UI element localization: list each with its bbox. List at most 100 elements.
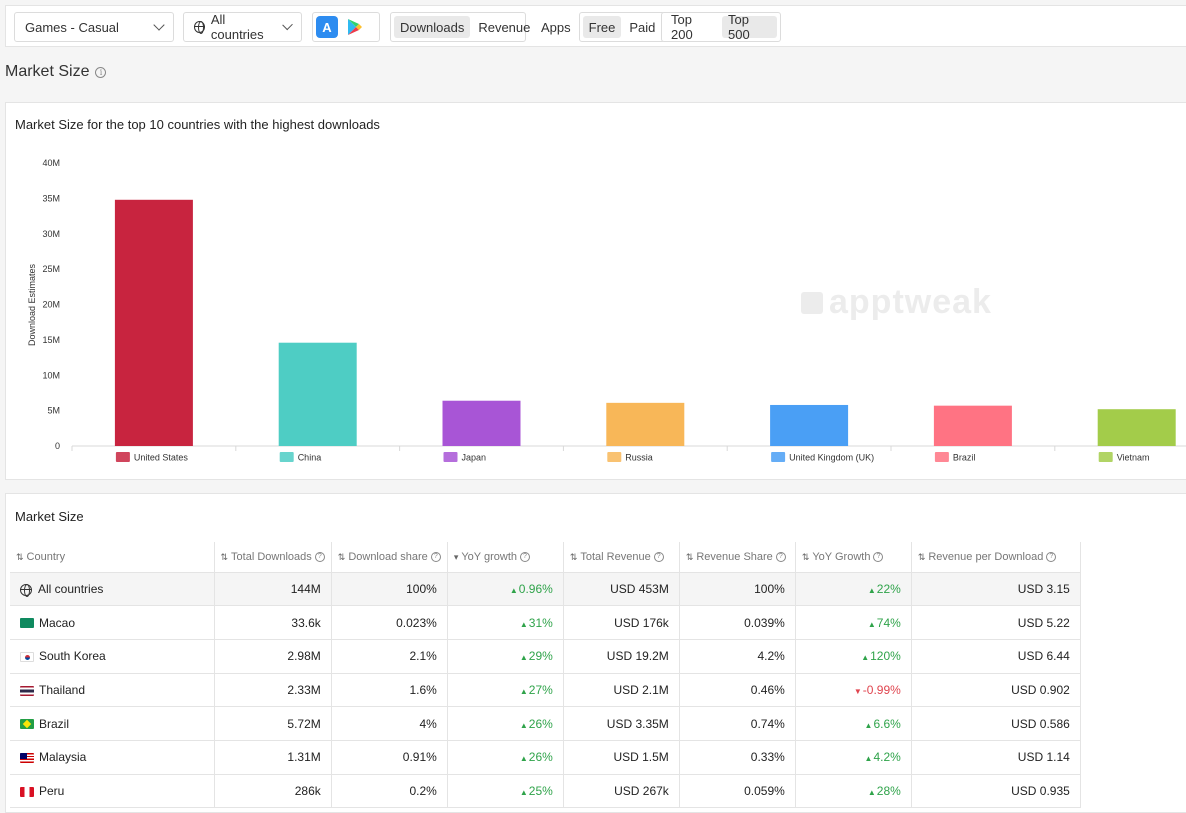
globe-icon <box>194 21 205 34</box>
flag-icon <box>20 652 34 663</box>
table-card: Market Size ⇅ Country ⇅ Total Downloads? ⇅… <box>5 493 1186 813</box>
revenue-per-download-cell: USD 6.44 <box>911 639 1081 674</box>
table-row[interactable]: Thailand 2.33M 1.6% ▲27% USD 2.1M 0.46% ▼-0.99… <box>10 673 1081 708</box>
arrow-up-icon: ▲ <box>867 787 876 797</box>
table-title: Market Size <box>15 509 84 524</box>
column-download-share[interactable]: ⇅ Download share? <box>331 542 448 573</box>
flag-icon <box>20 786 34 797</box>
revenue-share-cell: 100% <box>679 572 796 607</box>
flag-icon <box>934 452 949 462</box>
revenue-share-cell: 0.059% <box>679 774 796 809</box>
top-200-option[interactable]: Top 200 <box>671 12 693 42</box>
help-icon[interactable]: ? <box>653 551 664 562</box>
growth-value: 28% <box>876 783 901 798</box>
sort-icon: ⇅ <box>917 551 926 562</box>
paid-option[interactable]: Paid <box>629 19 656 35</box>
country-cell: South Korea <box>10 639 215 674</box>
table-row[interactable]: Macao 33.6k 0.023% ▲31% USD 176k 0.039% ▲74% US… <box>10 605 1081 640</box>
download-growth-cell: ▲25% <box>447 774 564 809</box>
downloads-option[interactable]: Downloads <box>394 16 471 38</box>
arrow-up-icon: ▲ <box>519 787 528 797</box>
y-tick-label: 35M <box>42 193 60 203</box>
table-header-row: ⇅ Country ⇅ Total Downloads? ⇅ Download sha… <box>10 542 1081 573</box>
x-tick-label: China <box>298 453 322 463</box>
arrow-up-icon: ▲ <box>519 754 528 764</box>
country-cell: All countries <box>10 572 215 607</box>
google-play-icon[interactable] <box>344 16 366 38</box>
help-icon[interactable]: ? <box>1046 551 1057 562</box>
column-total-downloads[interactable]: ⇅ Total Downloads? <box>214 542 332 573</box>
page-title: Market Size i <box>5 63 107 81</box>
help-icon[interactable]: ? <box>873 551 884 562</box>
x-tick-label: United Kingdom (UK) <box>789 453 874 463</box>
revenue-share-cell: 0.46% <box>679 673 796 708</box>
filter-bar: Games - Casual All countries A Downloads… <box>5 5 1186 47</box>
app-store-icon[interactable]: A <box>316 16 338 38</box>
flag-icon <box>607 452 622 462</box>
growth-value: 120% <box>870 649 901 664</box>
watermark-text: apptweak <box>829 283 992 321</box>
price-options: Free Paid <box>578 12 666 42</box>
y-tick-label: 40M <box>42 158 60 168</box>
download-share-cell: 100% <box>331 572 448 607</box>
revenue-option[interactable]: Revenue <box>478 19 531 35</box>
category-select[interactable]: Games - Casual <box>14 12 174 42</box>
flag-icon <box>20 618 34 629</box>
flag-icon <box>115 452 130 462</box>
table-row[interactable]: Brazil 5.72M 4% ▲26% USD 3.35M 0.74% ▲6.6% USD … <box>10 706 1081 741</box>
help-icon[interactable]: ? <box>520 551 530 562</box>
total-revenue-cell: USD 1.5M <box>563 740 680 775</box>
arrow-up-icon: ▲ <box>867 619 876 629</box>
download-growth-cell: ▲0.96% <box>447 572 564 607</box>
top-500-option[interactable]: Top 500 <box>722 12 777 42</box>
revenue-growth-cell: ▲6.6% <box>795 706 912 741</box>
column-yoy-growth-revenue[interactable]: ⇅ YoY Growth? <box>795 542 912 573</box>
table-row[interactable]: Malaysia 1.31M 0.91% ▲26% USD 1.5M 0.33% ▲4.2%… <box>10 740 1081 775</box>
globe-icon <box>20 583 32 597</box>
table-row-total[interactable]: All countries 144M 100% ▲0.96% USD 453M 100% ▲… <box>10 572 1081 607</box>
revenue-growth-cell: ▲74% <box>795 605 912 640</box>
column-label: Download share <box>348 550 428 563</box>
bar-russia <box>606 402 685 446</box>
help-icon[interactable]: ? <box>775 551 786 562</box>
column-revenue-per-download[interactable]: ⇅ Revenue per Download? <box>911 542 1081 573</box>
total-revenue-cell: USD 176k <box>563 605 680 640</box>
bar-brazil <box>933 405 1012 446</box>
growth-value: 22% <box>876 581 901 596</box>
revenue-growth-cell: ▲22% <box>795 572 912 607</box>
column-country[interactable]: ⇅ Country <box>10 542 215 573</box>
growth-value: 4.2% <box>873 750 901 765</box>
y-tick-label: 5M <box>47 406 60 416</box>
download-share-cell: 1.6% <box>331 673 448 708</box>
column-total-revenue[interactable]: ⇅ Total Revenue? <box>563 542 680 573</box>
info-icon[interactable]: i <box>95 66 107 78</box>
column-yoy-growth-downloads[interactable]: ▾ YoY growth? <box>447 542 564 573</box>
country-select-value: All countries <box>210 12 264 42</box>
sort-icon: ⇅ <box>220 551 229 562</box>
total-downloads-cell: 2.98M <box>214 639 332 674</box>
download-share-cell: 0.91% <box>331 740 448 775</box>
table-row[interactable]: Peru 286k 0.2% ▲25% USD 267k 0.059% ▲28% USD 0.… <box>10 774 1081 809</box>
x-tick-label: United States <box>134 453 189 463</box>
column-label: Revenue Share <box>696 550 773 563</box>
growth-value: 26% <box>528 716 553 731</box>
country-name: South Korea <box>39 649 106 664</box>
table-row[interactable]: South Korea 2.98M 2.1% ▲29% USD 19.2M 4.2% ▲12… <box>10 639 1081 674</box>
arrow-up-icon: ▲ <box>864 754 873 764</box>
arrow-up-icon: ▲ <box>519 619 528 629</box>
country-select[interactable]: All countries <box>183 12 302 42</box>
x-tick-label: Russia <box>625 453 653 463</box>
column-label: Revenue per Download <box>928 550 1044 563</box>
total-revenue-cell: USD 453M <box>563 572 680 607</box>
free-option[interactable]: Free <box>582 16 622 38</box>
help-icon[interactable]: ? <box>314 551 325 562</box>
rank-toggle: Top 200 Top 500 <box>661 12 781 42</box>
revenue-share-cell: 0.33% <box>679 740 796 775</box>
column-revenue-share[interactable]: ⇅ Revenue Share? <box>679 542 796 573</box>
arrow-up-icon: ▲ <box>519 720 528 730</box>
growth-value: -0.99% <box>862 682 901 697</box>
help-icon[interactable]: ? <box>430 551 441 562</box>
column-label: Total Downloads <box>231 550 312 563</box>
country-name: Macao <box>39 615 76 630</box>
table-body: All countries 144M 100% ▲0.96% USD 453M 100% ▲… <box>10 572 1081 809</box>
